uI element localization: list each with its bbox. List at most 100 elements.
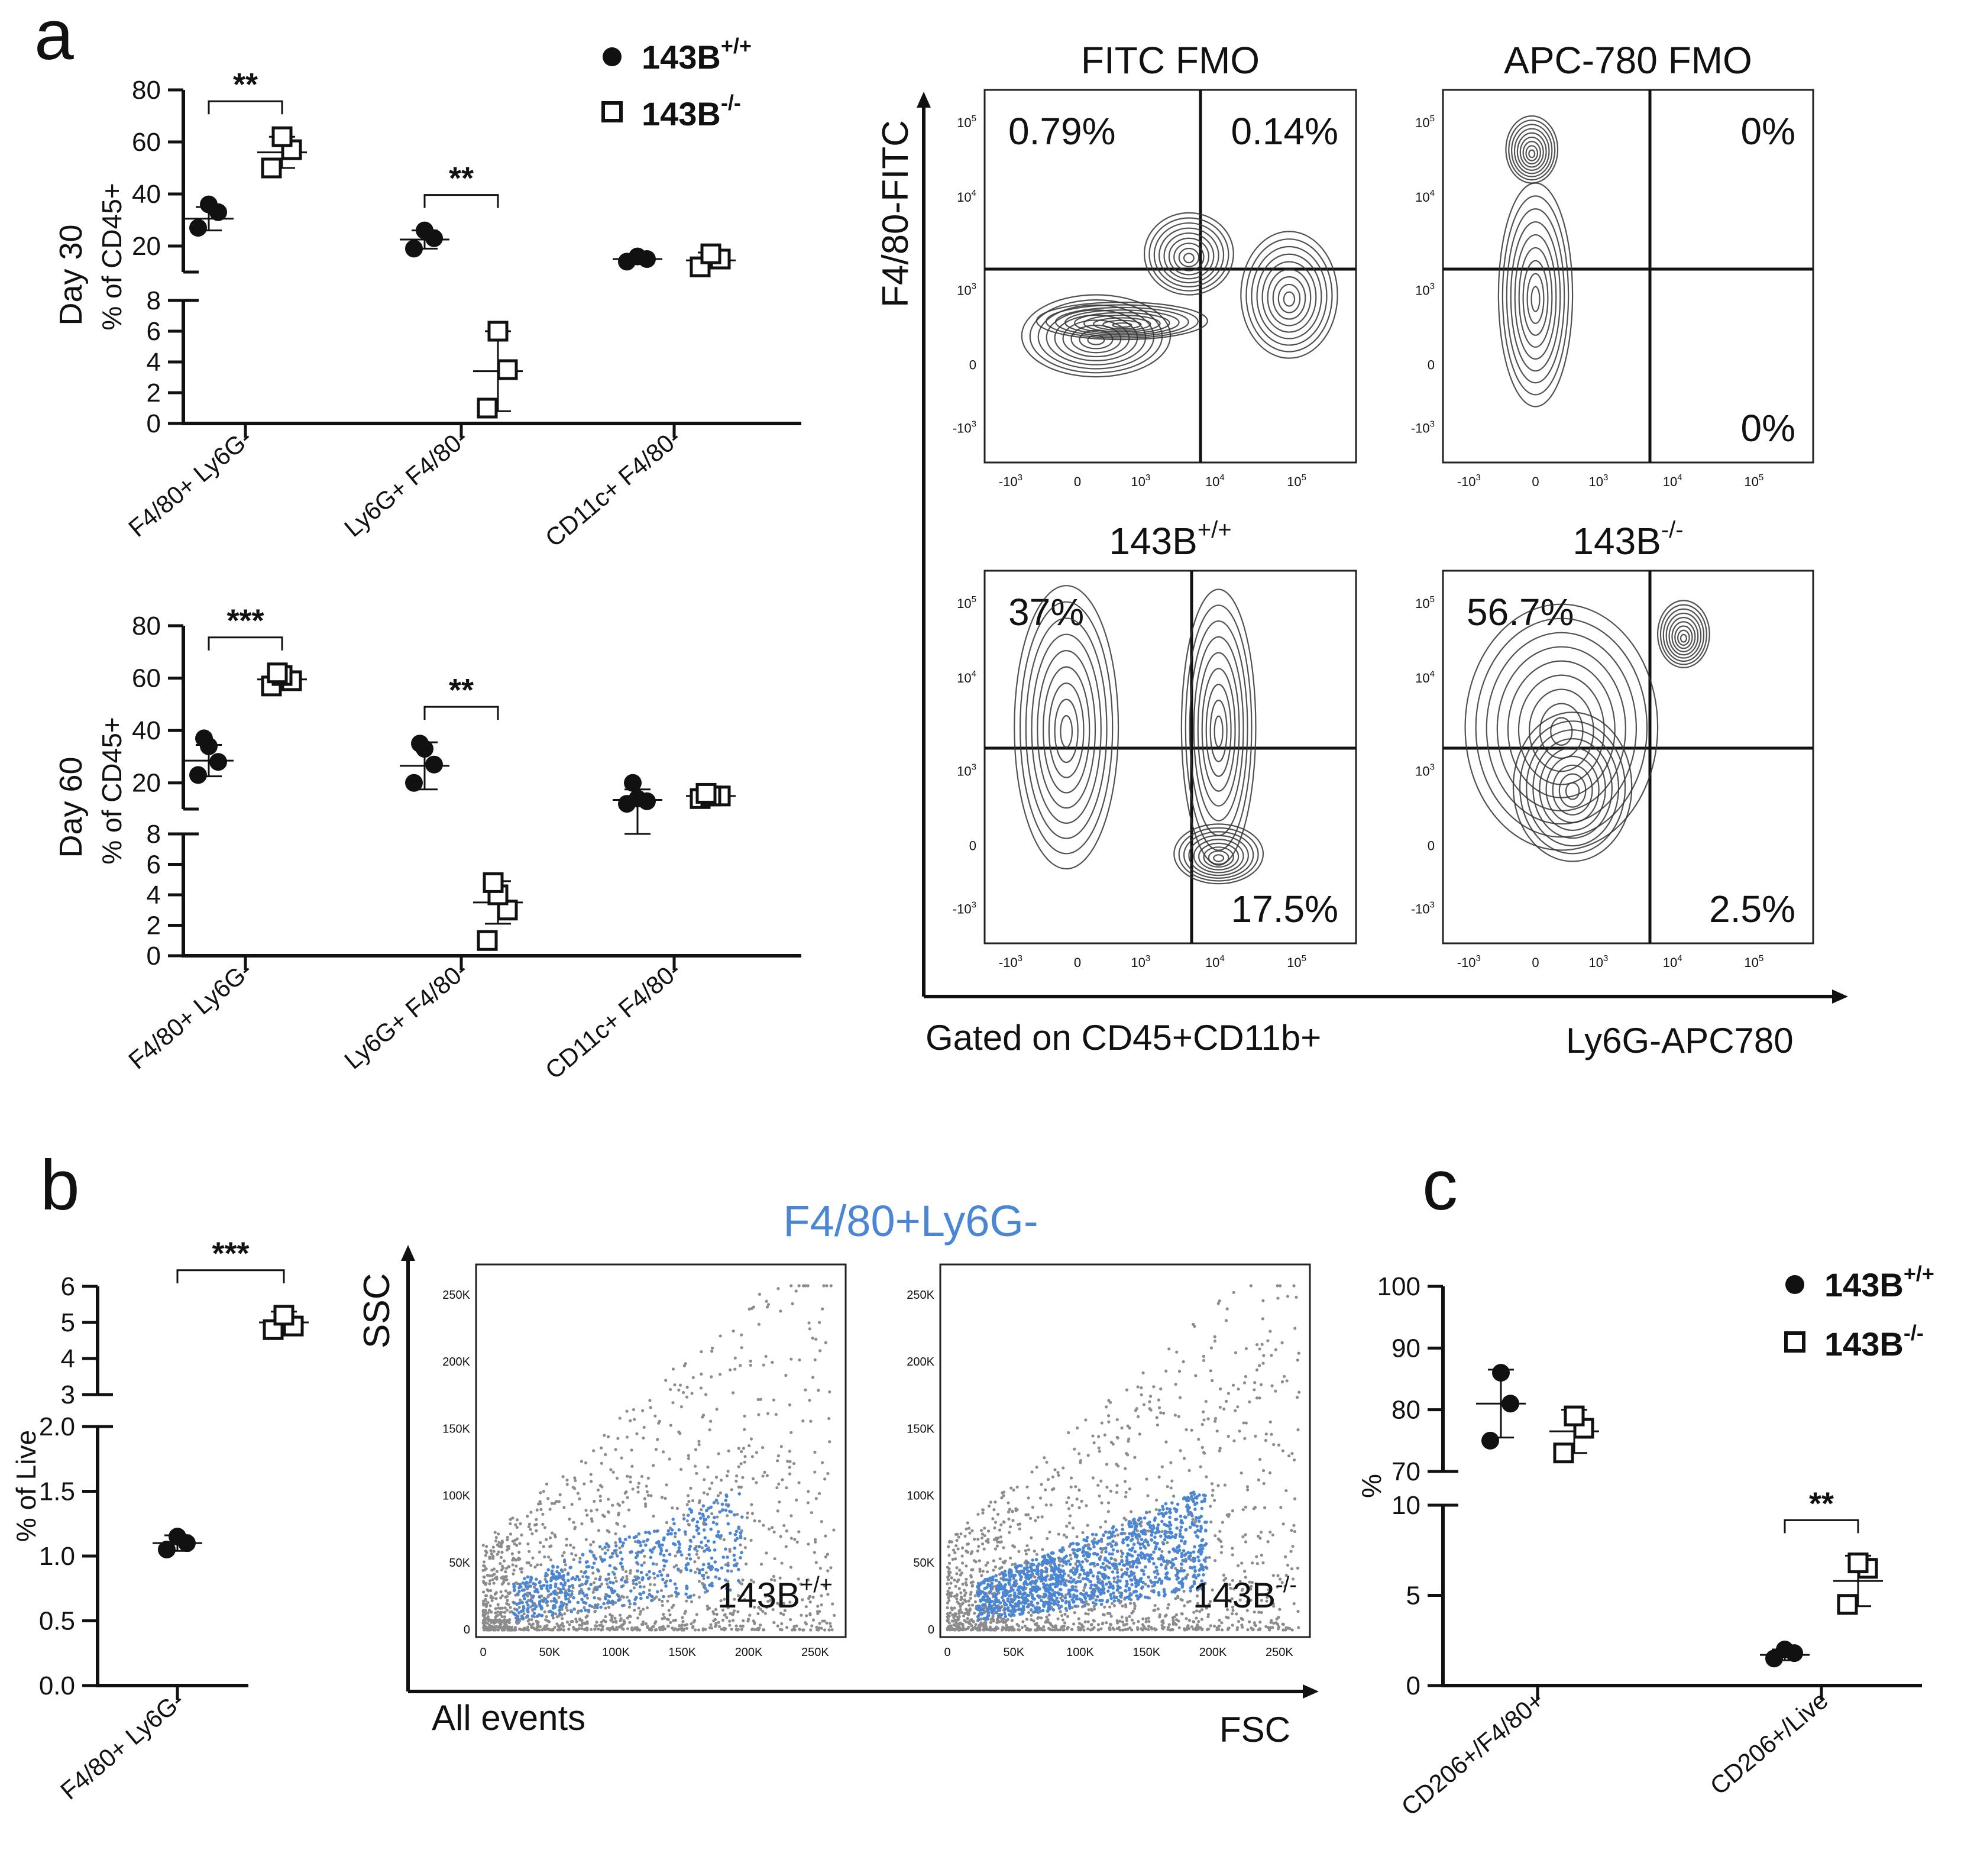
- data-point: [1776, 1641, 1794, 1658]
- event-dot: [1197, 1620, 1200, 1623]
- event-dot: [1134, 1409, 1138, 1412]
- highlight-dot: [616, 1599, 620, 1602]
- density-contour: [1188, 835, 1249, 876]
- event-dot: [1183, 1604, 1186, 1607]
- event-dot: [995, 1538, 998, 1542]
- highlight-dot: [558, 1612, 562, 1615]
- highlight-dot: [1111, 1539, 1115, 1544]
- highlight-dot: [682, 1517, 686, 1521]
- event-dot: [649, 1406, 652, 1409]
- event-dot: [1030, 1613, 1033, 1617]
- highlight-dot: [737, 1526, 741, 1531]
- event-dot: [1209, 1520, 1213, 1524]
- event-dot: [947, 1596, 950, 1599]
- highlight-dot: [607, 1545, 611, 1548]
- highlight-dot: [1125, 1562, 1129, 1566]
- highlight-dot: [658, 1570, 662, 1574]
- event-dot: [1278, 1577, 1282, 1581]
- highlight-dot: [1033, 1580, 1037, 1584]
- event-dot: [951, 1613, 954, 1617]
- event-dot: [1012, 1488, 1015, 1492]
- highlight-dot: [1198, 1493, 1201, 1497]
- highlight-dot: [1004, 1615, 1008, 1619]
- highlight-dot: [594, 1587, 598, 1592]
- event-dot: [563, 1568, 567, 1571]
- event-dot: [974, 1623, 978, 1626]
- highlight-dot: [1154, 1545, 1158, 1549]
- highlight-dot: [534, 1605, 538, 1609]
- highlight-dot: [1032, 1585, 1035, 1589]
- event-dot: [1140, 1627, 1143, 1631]
- highlight-dot: [1124, 1589, 1127, 1593]
- highlight-dot: [1154, 1576, 1157, 1579]
- highlight-dot: [1111, 1564, 1115, 1567]
- highlight-dot: [1185, 1505, 1189, 1509]
- event-dot: [1169, 1486, 1173, 1490]
- event-dot: [721, 1618, 725, 1622]
- event-dot: [501, 1566, 505, 1570]
- event-dot: [1232, 1290, 1235, 1294]
- highlight-dot: [714, 1567, 718, 1571]
- highlight-dot: [554, 1577, 558, 1581]
- event-dot: [946, 1593, 949, 1596]
- highlight-dot: [1166, 1535, 1170, 1539]
- event-dot: [1285, 1379, 1289, 1383]
- event-dot: [772, 1530, 776, 1534]
- event-dot: [750, 1306, 753, 1311]
- event-dot: [1096, 1623, 1101, 1626]
- event-dot: [998, 1567, 1002, 1570]
- event-dot: [504, 1574, 508, 1579]
- highlight-dot: [1180, 1562, 1184, 1566]
- highlight-dot: [661, 1543, 664, 1547]
- highlight-dot: [1003, 1607, 1007, 1610]
- density-contour: [1042, 666, 1090, 794]
- event-dot: [1104, 1405, 1108, 1409]
- highlight-dot: [1054, 1576, 1058, 1580]
- data-point: [267, 662, 288, 684]
- highlight-dot: [1049, 1558, 1053, 1562]
- density-contour: [1674, 625, 1693, 649]
- event-dot: [595, 1508, 599, 1512]
- event-dot: [578, 1623, 581, 1627]
- highlight-dot: [1044, 1569, 1049, 1573]
- event-dot: [1041, 1548, 1044, 1551]
- scatter-panel-label-sup: +/+: [800, 1573, 833, 1597]
- event-dot: [1118, 1628, 1122, 1632]
- flow-x-tick-label: 103: [1131, 473, 1150, 489]
- highlight-dot: [1108, 1561, 1112, 1565]
- event-dot: [561, 1475, 565, 1479]
- highlight-dot: [533, 1583, 538, 1586]
- event-dot: [500, 1551, 504, 1554]
- event-dot: [646, 1493, 651, 1497]
- event-dot: [1001, 1560, 1005, 1564]
- event-dot: [1148, 1400, 1151, 1403]
- event-dot: [1109, 1615, 1113, 1618]
- event-dot: [998, 1528, 1002, 1532]
- event-dot: [596, 1488, 600, 1492]
- event-dot: [1261, 1317, 1265, 1321]
- event-dot: [759, 1623, 762, 1627]
- highlight-dot: [683, 1530, 687, 1534]
- highlight-dot: [1011, 1573, 1014, 1577]
- density-contour: [1173, 242, 1205, 271]
- event-dot: [970, 1550, 974, 1554]
- event-dot: [1128, 1626, 1132, 1629]
- event-dot: [1186, 1573, 1189, 1577]
- event-dot: [611, 1470, 615, 1474]
- y-tick-label: 5: [1406, 1581, 1420, 1610]
- event-dot: [1099, 1525, 1102, 1529]
- event-dot: [1092, 1605, 1096, 1608]
- event-dot: [1123, 1480, 1127, 1483]
- y-tick-label: 0.5: [39, 1607, 75, 1636]
- highlight-dot: [1193, 1545, 1196, 1549]
- density-contour: [1525, 145, 1539, 161]
- event-dot: [1262, 1354, 1266, 1357]
- flow-y-tick-sup: 5: [972, 594, 976, 604]
- event-dot: [1144, 1583, 1147, 1586]
- event-dot: [693, 1628, 697, 1632]
- event-dot: [673, 1535, 677, 1538]
- event-dot: [665, 1521, 669, 1525]
- event-dot: [1212, 1624, 1216, 1628]
- highlight-dot: [697, 1571, 701, 1575]
